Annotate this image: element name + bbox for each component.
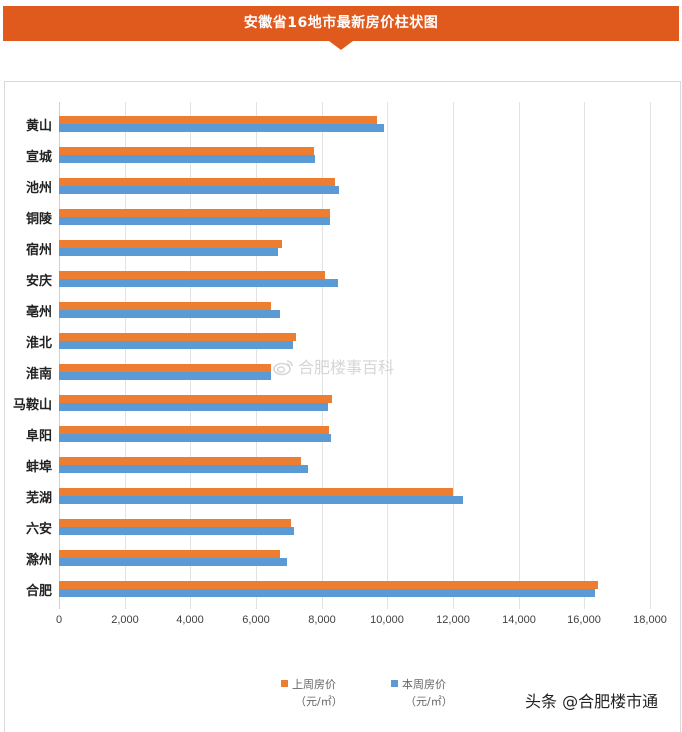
x-tick-label: 0 bbox=[55, 614, 63, 626]
legend-label: 本周房价 bbox=[402, 678, 446, 691]
category-label: 亳州 bbox=[25, 305, 52, 320]
bar-prev-week bbox=[59, 426, 329, 434]
title-banner: 安徽省16地市最新房价柱状图 bbox=[3, 6, 679, 41]
category-label: 黄山 bbox=[25, 119, 52, 134]
bar-prev-week bbox=[59, 147, 314, 155]
gridline bbox=[650, 102, 651, 609]
category-label: 合肥 bbox=[25, 584, 52, 599]
bar-prev-week bbox=[59, 457, 301, 465]
category-label: 阜阳 bbox=[25, 429, 52, 444]
weibo-icon bbox=[273, 360, 293, 376]
bar-this-week bbox=[59, 527, 294, 535]
category-label: 滁州 bbox=[25, 553, 52, 568]
watermark: 合肥楼事百科 bbox=[272, 354, 394, 378]
category-label: 安庆 bbox=[25, 274, 52, 289]
legend-swatch-blue bbox=[391, 680, 398, 687]
legend-label: 上周房价 bbox=[292, 678, 336, 691]
bar-prev-week bbox=[59, 395, 332, 403]
gridline bbox=[59, 102, 60, 609]
bar-this-week bbox=[59, 279, 338, 287]
bar-this-week bbox=[59, 124, 384, 132]
x-tick-label: 8,000 bbox=[308, 614, 336, 626]
gridline bbox=[190, 102, 191, 609]
source-credit: 头条 @合肥楼市通 bbox=[525, 692, 659, 711]
bar-this-week bbox=[59, 217, 330, 225]
bar-prev-week bbox=[59, 550, 280, 558]
category-label: 马鞍山 bbox=[12, 398, 52, 413]
x-tick-label: 10,000 bbox=[370, 614, 404, 626]
legend-unit: （元/㎡） bbox=[405, 695, 453, 708]
x-tick-label: 6,000 bbox=[242, 614, 270, 626]
bar-prev-week bbox=[59, 178, 335, 186]
category-label: 宿州 bbox=[25, 243, 52, 258]
category-label: 铜陵 bbox=[25, 212, 52, 227]
bar-this-week bbox=[59, 403, 328, 411]
bar-this-week bbox=[59, 341, 293, 349]
category-label: 淮南 bbox=[25, 367, 52, 382]
bar-this-week bbox=[59, 310, 280, 318]
bar-prev-week bbox=[59, 333, 296, 341]
bar-prev-week bbox=[59, 209, 330, 217]
banner-arrow-icon bbox=[329, 41, 353, 50]
bar-this-week bbox=[59, 248, 278, 256]
bar-this-week bbox=[59, 372, 271, 380]
legend-item-prev-week: 上周房价 （元/㎡） bbox=[281, 676, 343, 709]
x-tick-label: 16,000 bbox=[567, 614, 601, 626]
legend-item-this-week: 本周房价 （元/㎡） bbox=[391, 676, 453, 709]
category-label: 蚌埠 bbox=[25, 460, 52, 475]
bar-this-week bbox=[59, 589, 595, 597]
bar-this-week bbox=[59, 496, 463, 504]
gridline bbox=[125, 102, 126, 609]
bar-this-week bbox=[59, 186, 339, 194]
bar-prev-week bbox=[59, 364, 271, 372]
gridline bbox=[519, 102, 520, 609]
x-tick-label: 18,000 bbox=[633, 614, 667, 626]
gridline bbox=[584, 102, 585, 609]
bar-prev-week bbox=[59, 581, 598, 589]
x-tick-label: 4,000 bbox=[176, 614, 204, 626]
category-label: 淮北 bbox=[25, 336, 52, 351]
x-tick-label: 14,000 bbox=[502, 614, 536, 626]
category-label: 芜湖 bbox=[25, 491, 52, 506]
bar-prev-week bbox=[59, 116, 377, 124]
bar-this-week bbox=[59, 465, 308, 473]
bar-prev-week bbox=[59, 488, 453, 496]
gridline bbox=[322, 102, 323, 609]
category-label: 池州 bbox=[25, 181, 52, 196]
x-tick-label: 2,000 bbox=[111, 614, 139, 626]
legend-unit: （元/㎡） bbox=[295, 695, 343, 708]
x-tick-label: 12,000 bbox=[436, 614, 470, 626]
bar-prev-week bbox=[59, 240, 282, 248]
bar-this-week bbox=[59, 558, 287, 566]
gridline bbox=[453, 102, 454, 609]
chart-title: 安徽省16地市最新房价柱状图 bbox=[243, 15, 439, 31]
category-label: 宣城 bbox=[25, 150, 52, 165]
watermark-text: 合肥楼事百科 bbox=[298, 358, 395, 377]
bar-this-week bbox=[59, 434, 331, 442]
gridline bbox=[256, 102, 257, 609]
category-label: 六安 bbox=[25, 522, 52, 537]
bar-this-week bbox=[59, 155, 315, 163]
bar-prev-week bbox=[59, 302, 271, 310]
legend-swatch-orange bbox=[281, 680, 288, 687]
bar-prev-week bbox=[59, 271, 325, 279]
bar-prev-week bbox=[59, 519, 291, 527]
gridline bbox=[387, 102, 388, 609]
